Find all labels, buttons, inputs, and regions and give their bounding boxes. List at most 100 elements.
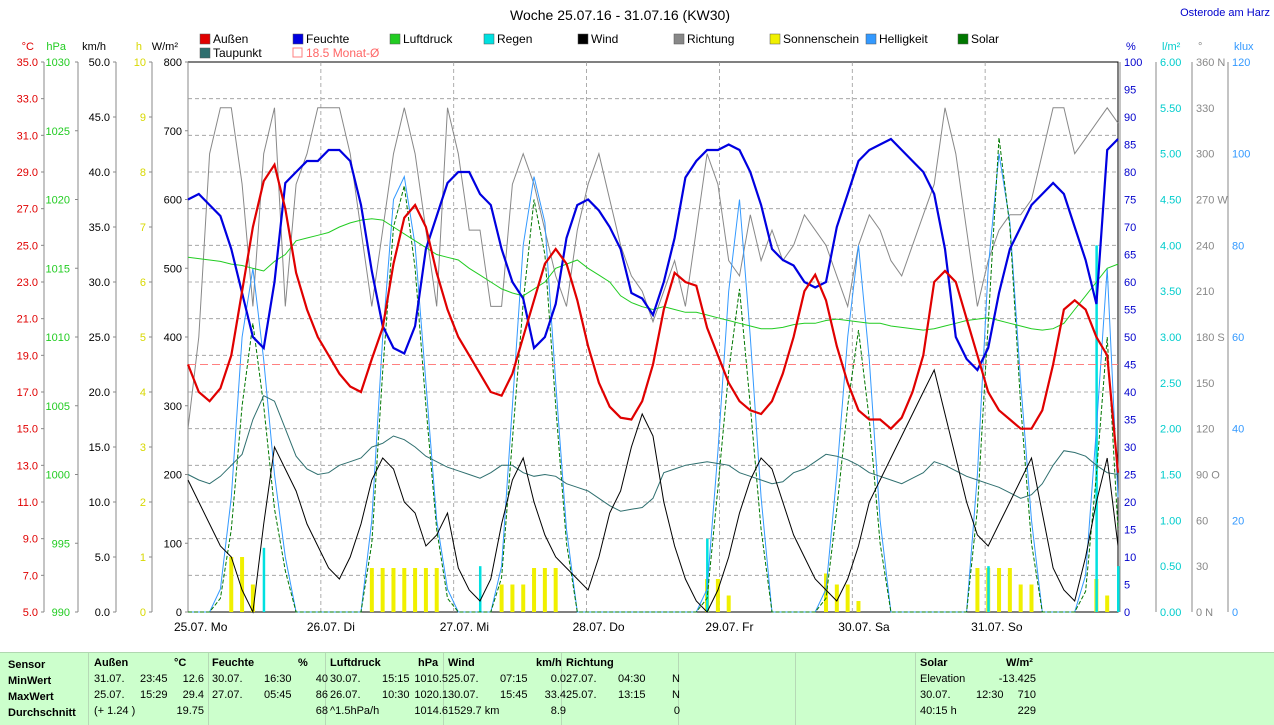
right-axis-tick: 1.00 — [1160, 515, 1181, 527]
left-axis-tick: 29.0 — [17, 167, 38, 179]
left-axis-unit: °C — [22, 41, 34, 53]
right-axis-tick: 2.00 — [1160, 424, 1181, 436]
left-axis-tick: 23.0 — [17, 277, 38, 289]
right-axis-tick: 0 — [1124, 607, 1130, 619]
left-axis-tick: 15.0 — [17, 424, 38, 436]
right-axis-tick: 100 — [1124, 57, 1142, 69]
right-axis-tick: 65 — [1124, 250, 1136, 262]
left-axis-tick: 1025 — [46, 126, 70, 138]
stats-value-feuchte: 86 — [315, 689, 328, 701]
right-axis-tick: 30 — [1124, 442, 1136, 454]
temperature-line — [186, 161, 1120, 473]
left-axis-tick: 19.0 — [17, 350, 38, 362]
right-axis-unit: ° — [1198, 41, 1202, 53]
stats-value-feuchte: 40 — [315, 673, 328, 685]
rain-bar — [262, 547, 266, 612]
stats-value-luftdruck: 1014.6 — [414, 705, 448, 717]
left-axis-unit: km/h — [82, 41, 106, 53]
right-axis-tick: 0 N — [1196, 607, 1213, 619]
right-axis-tick: 2.50 — [1160, 378, 1181, 390]
left-axis-tick: 1015 — [46, 263, 70, 275]
pressure-line — [187, 218, 1119, 331]
right-axis-tick: 80 — [1124, 167, 1136, 179]
left-axis-tick: 25.0 — [89, 332, 110, 344]
stats-value-solar: 710 — [1017, 689, 1036, 701]
sunshine-bar — [542, 568, 547, 612]
stats-date-feuchte: 27.07. — [212, 689, 243, 701]
right-axis-tick: 3.00 — [1160, 332, 1181, 344]
left-axis-tick: 300 — [164, 401, 182, 413]
left-axis-tick: 6 — [140, 277, 146, 289]
left-axis-tick: 800 — [164, 57, 182, 69]
left-axis-tick: 4 — [140, 387, 146, 399]
right-axis-tick: 100 — [1232, 149, 1250, 161]
left-axis-tick: 5.0 — [23, 607, 38, 619]
stats-date-luftdruck: 26.07. — [330, 689, 361, 701]
legend-label: Feuchte — [306, 32, 350, 46]
right-axis-tick: 0.50 — [1160, 561, 1181, 573]
left-axis-tick: 3 — [140, 442, 146, 454]
right-axis-tick: 300 — [1196, 149, 1214, 161]
right-axis-tick: 55 — [1124, 305, 1136, 317]
right-axis-tick: 4.50 — [1160, 195, 1181, 207]
left-axis-tick: 200 — [164, 470, 182, 482]
stats-date-aussen: 31.07. — [94, 673, 125, 685]
sunshine-bar — [856, 601, 861, 612]
sunshine-bar — [423, 568, 428, 612]
legend-label: 18.5 Monat-Ø — [306, 46, 379, 60]
sunshine-bar — [726, 595, 731, 612]
stats-time-feuchte: 05:45 — [264, 689, 292, 701]
right-axis-tick: 40 — [1124, 387, 1136, 399]
legend-swatch — [483, 33, 495, 45]
legend-swatch — [673, 33, 685, 45]
sunshine-bar — [1105, 595, 1110, 612]
left-axis-tick: 10 — [134, 57, 146, 69]
left-axis-tick: 40.0 — [89, 167, 110, 179]
sunshine-bar — [824, 573, 829, 612]
legend-swatch — [389, 33, 401, 45]
left-axis-tick: 15.0 — [89, 442, 110, 454]
stats-time-richtung: 13:15 — [618, 689, 646, 701]
sunshine-bar — [402, 568, 407, 612]
left-axis-tick: 25.0 — [17, 240, 38, 252]
left-axis-tick: 1010 — [46, 332, 70, 344]
right-axis-tick: 3.50 — [1160, 286, 1181, 298]
stats-unit-solar: W/m² — [1006, 657, 1033, 669]
left-axis-tick: 0 — [176, 607, 182, 619]
x-tick-label: 25.07. Mo — [174, 620, 228, 634]
stats-date-richtung: 25.07. — [566, 689, 597, 701]
sunshine-bar — [845, 584, 850, 612]
stats-time-solar: 12:30 — [976, 689, 1004, 701]
stats-value-aussen: 19.75 — [176, 705, 204, 717]
legend-label: Regen — [497, 32, 532, 46]
right-axis-tick: 95 — [1124, 85, 1136, 97]
wind-line — [187, 368, 1119, 614]
left-axis-tick: 1005 — [46, 401, 70, 413]
left-axis-tick: 8 — [140, 167, 146, 179]
sunshine-bar — [240, 557, 245, 612]
left-axis-tick: 1030 — [46, 57, 70, 69]
left-axis-tick: 20.0 — [89, 387, 110, 399]
right-axis-tick: 0 — [1232, 607, 1238, 619]
right-axis-tick: 1.50 — [1160, 470, 1181, 482]
right-axis-tick: 60 — [1124, 277, 1136, 289]
left-axis-tick: 35.0 — [89, 222, 110, 234]
rain-bar — [478, 566, 482, 612]
legend-label: Luftdruck — [403, 32, 453, 46]
sunshine-bar — [380, 568, 385, 612]
left-axis-tick: 45.0 — [89, 112, 110, 124]
stats-time-wind: 15:45 — [500, 689, 528, 701]
rain-bar — [987, 566, 990, 612]
stats-sensor-col: Sensor MinWert MaxWert Durchschnitt — [8, 657, 76, 721]
right-axis-tick: 40 — [1232, 424, 1244, 436]
stats-row-min: MinWert — [8, 675, 52, 687]
stats-date-richtung: 27.07. — [566, 673, 597, 685]
stats-header-luftdruck: Luftdruck — [330, 657, 381, 669]
left-axis-tick: 7.0 — [23, 570, 38, 582]
chart-title: Woche 25.07.16 - 31.07.16 (KW30) — [510, 7, 730, 23]
right-axis-tick: 70 — [1124, 222, 1136, 234]
rain-bar — [1117, 566, 1120, 612]
stats-date-luftdruck: 30.07. — [330, 673, 361, 685]
left-axis-unit: hPa — [46, 41, 66, 53]
location-label: Osterode am Harz — [1180, 7, 1270, 19]
